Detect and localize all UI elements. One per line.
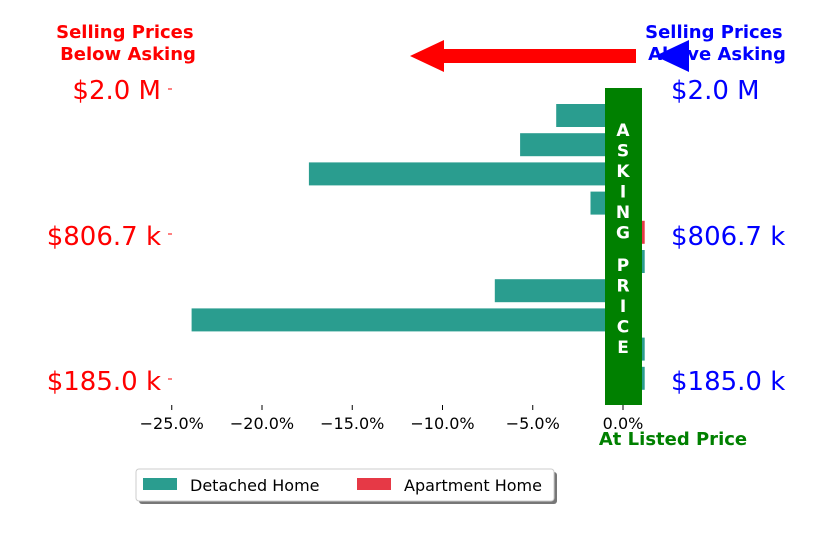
x-axis-ticks: −25.0% −20.0% −15.0% −10.0% −5.0% 0.0%	[140, 405, 644, 433]
right-price-label-top: $2.0 M	[671, 76, 760, 106]
legend: Detached Home Apartment Home	[135, 468, 557, 504]
x-tick-label-2: −15.0%	[320, 414, 384, 433]
asking-letter-3: I	[620, 183, 626, 203]
x-tick-label-3: −10.0%	[410, 414, 474, 433]
asking-letter-9: I	[620, 297, 626, 317]
header-left: Selling Prices Below Asking	[56, 22, 200, 65]
header-right: Selling Prices Above Asking	[645, 22, 789, 65]
header-left-line-1: Selling Prices	[56, 22, 193, 43]
asking-letter-1: S	[617, 142, 629, 162]
at-listed-price-label: At Listed Price	[599, 429, 747, 450]
header-right-line-2: Above Asking	[648, 44, 786, 65]
legend-label-apartment: Apartment Home	[404, 476, 542, 495]
asking-letter-11: E	[617, 338, 629, 358]
legend-swatch-apartment	[357, 478, 391, 490]
asking-letter-4: N	[616, 203, 630, 223]
legend-box	[135, 468, 555, 502]
header-right-line-1: Selling Prices	[645, 22, 782, 43]
asking-letter-7: P	[617, 256, 629, 276]
left-price-label-top: $2.0 M	[72, 76, 161, 106]
asking-letter-8: R	[616, 277, 629, 297]
header-left-line-2: Below Asking	[60, 44, 196, 65]
detached-bars	[191, 104, 645, 390]
asking-letter-2: K	[616, 162, 630, 182]
left-price-label-bottom: $185.0 k	[47, 367, 161, 397]
legend-label-detached: Detached Home	[190, 476, 320, 495]
asking-price-column	[605, 88, 642, 405]
x-tick-label-1: −20.0%	[230, 414, 294, 433]
detached-bar-5	[494, 279, 623, 303]
asking-letter-5: G	[616, 224, 630, 244]
right-price-label-bottom: $185.0 k	[671, 367, 785, 397]
x-tick-label-4: −5.0%	[506, 414, 560, 433]
asking-letter-10: C	[617, 318, 629, 338]
arrow-below-icon	[410, 40, 636, 72]
left-price-label-mid: $806.7 k	[47, 222, 161, 252]
legend-swatch-detached	[143, 478, 177, 490]
asking-letter-0: A	[616, 121, 630, 141]
arrow-above-icon	[655, 40, 689, 72]
detached-bar-1	[520, 133, 623, 157]
x-tick-label-5: 0.0%	[603, 414, 644, 433]
detached-bar-6	[191, 308, 623, 332]
right-price-label-mid: $806.7 k	[671, 222, 785, 252]
x-tick-label-0: −25.0%	[140, 414, 204, 433]
detached-bar-2	[308, 162, 623, 186]
